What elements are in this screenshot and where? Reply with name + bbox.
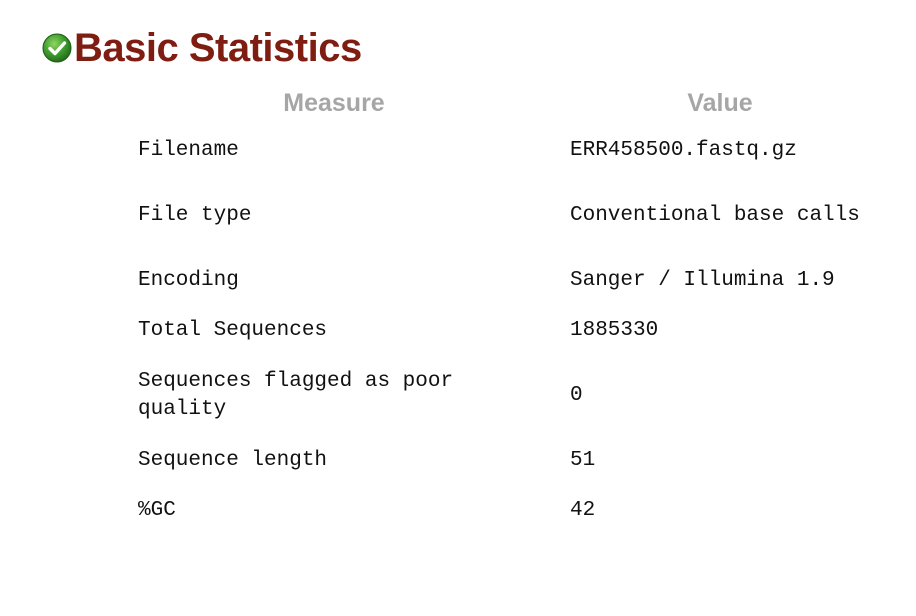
- value-cell: 51: [570, 449, 596, 472]
- value-cell: Conventional base calls: [570, 204, 860, 227]
- module-title: Basic Statistics: [74, 26, 362, 70]
- measure-cell: Total Sequences: [138, 319, 328, 342]
- column-header-value: Value: [687, 88, 753, 117]
- check-circle-icon: [42, 33, 72, 63]
- measure-cell: Sequence length: [138, 449, 328, 472]
- value-cell: ERR458500.fastq.gz: [570, 139, 797, 162]
- measure-cell: %GC: [138, 499, 176, 522]
- table-row: Filename ERR458500.fastq.gz: [118, 126, 890, 176]
- table-row: File type Conventional base calls: [118, 176, 890, 256]
- table-row: Total Sequences 1885330: [118, 306, 890, 356]
- column-header-measure: Measure: [283, 88, 385, 117]
- table-row: Encoding Sanger / Illumina 1.9: [118, 256, 890, 306]
- table-row: Sequence length 51: [118, 436, 890, 486]
- value-cell: 1885330: [570, 319, 659, 342]
- value-cell: 0: [570, 384, 583, 407]
- statistics-table: Measure Value Filename ERR458500.fastq.g…: [118, 80, 890, 536]
- measure-cell: Sequences flagged as poor quality: [138, 370, 454, 421]
- value-cell: 42: [570, 499, 596, 522]
- table-row: %GC 42: [118, 486, 890, 536]
- table-header-row: Measure Value: [118, 80, 890, 126]
- measure-cell: Filename: [138, 139, 239, 162]
- table-row: Sequences flagged as poor quality 0: [118, 356, 890, 436]
- module-heading: Basic Statistics: [42, 24, 362, 72]
- measure-cell: Encoding: [138, 269, 239, 292]
- measure-cell: File type: [138, 204, 252, 227]
- value-cell: Sanger / Illumina 1.9: [570, 269, 835, 292]
